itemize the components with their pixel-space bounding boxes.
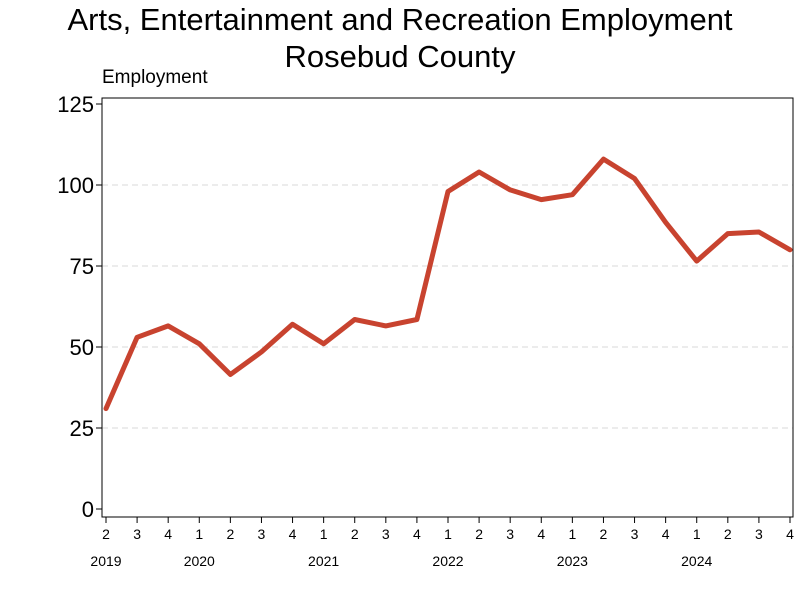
data-point (197, 342, 201, 346)
data-point (508, 188, 512, 192)
x-tick-label: 1 (444, 526, 452, 542)
x-tick-label: 2 (226, 526, 234, 542)
x-tick-label: 3 (755, 526, 763, 542)
x-tick-label: 3 (258, 526, 266, 542)
series-layer (103, 156, 793, 412)
x-tick-label: 2 (724, 526, 732, 542)
y-tick-label: 0 (82, 497, 94, 522)
x-tick-label: 2 (351, 526, 359, 542)
x-tick-label: 4 (662, 526, 670, 542)
x-axis: 2 3 4 1 2 3 4 1 2 3 4 1 2 3 4 1 2 3 4 1 2 3 4 2019 2020 2021 2022 2… (90, 517, 794, 569)
data-point (228, 373, 232, 377)
data-point (415, 317, 419, 321)
x-tick-label: 3 (133, 526, 141, 542)
x-tick-label: 4 (164, 526, 172, 542)
data-point (384, 324, 388, 328)
x-tick-label: 4 (289, 526, 297, 542)
data-point (788, 248, 792, 252)
chart-subtitle: Rosebud County (284, 39, 516, 74)
x-year-label: 2021 (308, 553, 339, 569)
data-point (664, 220, 668, 224)
x-tick-label: 2 (102, 526, 110, 542)
data-point (539, 198, 543, 202)
y-tick-label: 100 (57, 173, 94, 198)
x-tick-label: 3 (382, 526, 390, 542)
x-tick-label: 4 (786, 526, 794, 542)
x-tick-label: 2 (600, 526, 608, 542)
data-point (757, 230, 761, 234)
y-axis: 0 25 50 75 100 125 (57, 92, 102, 522)
x-tick-label: 1 (568, 526, 576, 542)
x-tick-label: 3 (631, 526, 639, 542)
x-year-label: 2024 (681, 553, 712, 569)
y-tick-label: 25 (70, 416, 94, 441)
y-tick-label: 50 (70, 335, 94, 360)
data-point (570, 193, 574, 197)
data-point (446, 189, 450, 193)
data-point (104, 407, 108, 411)
x-tick-label: 4 (537, 526, 545, 542)
series-line (103, 156, 793, 412)
x-year-label: 2023 (557, 553, 588, 569)
data-point (135, 335, 139, 339)
data-point (726, 232, 730, 236)
grid-lines (102, 184, 793, 429)
x-tick-label: 1 (195, 526, 203, 542)
data-point (259, 350, 263, 354)
x-year-label: 2022 (432, 553, 463, 569)
plot-frame (101, 97, 794, 518)
data-point (477, 170, 481, 174)
x-tick-label: 3 (506, 526, 514, 542)
x-year-label: 2019 (90, 553, 121, 569)
x-tick-label: 1 (320, 526, 328, 542)
data-point (166, 324, 170, 328)
y-axis-label: Employment (102, 67, 208, 88)
x-year-label: 2020 (184, 553, 215, 569)
data-point (695, 259, 699, 263)
chart-title: Arts, Entertainment and Recreation Emplo… (67, 2, 733, 37)
data-point (633, 177, 637, 181)
x-tick-label: 2 (475, 526, 483, 542)
data-point (353, 317, 357, 321)
data-point (291, 322, 295, 326)
x-tick-label: 4 (413, 526, 421, 542)
data-point (601, 157, 605, 161)
y-tick-label: 125 (57, 92, 94, 117)
data-point (322, 342, 326, 346)
y-tick-label: 75 (70, 254, 94, 279)
x-tick-label: 1 (693, 526, 701, 542)
